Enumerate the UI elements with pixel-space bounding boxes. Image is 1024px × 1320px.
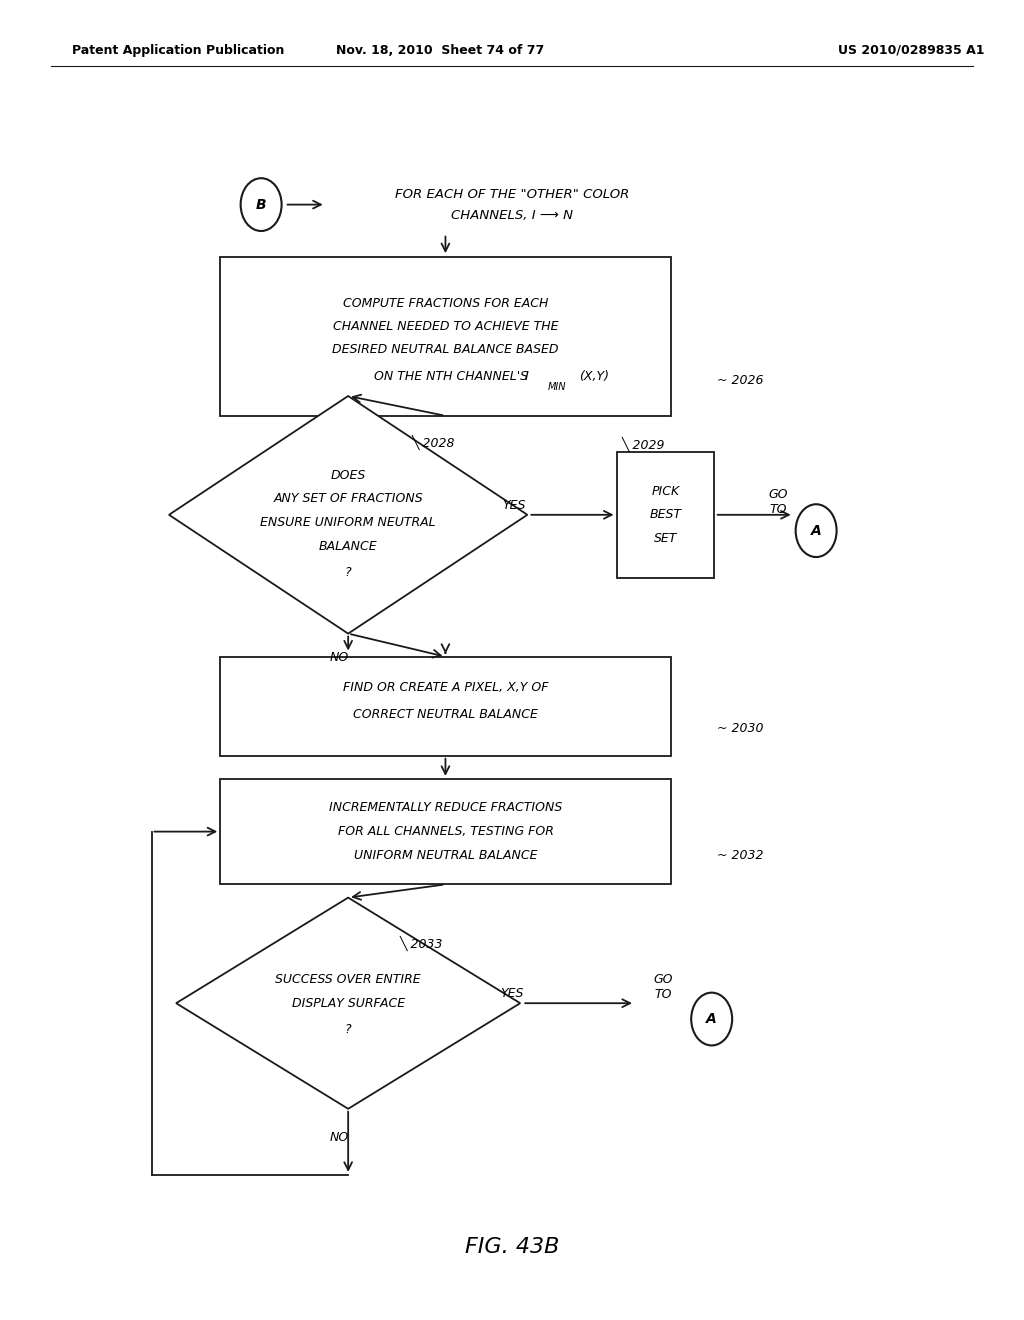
Text: FOR ALL CHANNELS, TESTING FOR: FOR ALL CHANNELS, TESTING FOR [338,825,553,838]
FancyBboxPatch shape [220,656,671,755]
Text: ╲ 2033: ╲ 2033 [399,936,442,952]
Text: CHANNEL NEEDED TO ACHIEVE THE: CHANNEL NEEDED TO ACHIEVE THE [333,319,558,333]
Circle shape [691,993,732,1045]
Text: GO
TO: GO TO [653,973,674,1002]
Text: FOR EACH OF THE "OTHER" COLOR: FOR EACH OF THE "OTHER" COLOR [395,187,629,201]
Text: BEST: BEST [649,508,682,521]
Text: DISPLAY SURFACE: DISPLAY SURFACE [292,997,404,1010]
Text: YES: YES [501,987,523,1001]
Text: A: A [811,524,821,537]
Text: COMPUTE FRACTIONS FOR EACH: COMPUTE FRACTIONS FOR EACH [343,297,548,310]
Text: Patent Application Publication: Patent Application Publication [72,44,284,57]
Text: (X,Y): (X,Y) [579,370,608,383]
Text: BALANCE: BALANCE [318,540,378,553]
Text: DOES: DOES [331,469,366,482]
FancyBboxPatch shape [220,779,671,884]
Text: INCREMENTALLY REDUCE FRACTIONS: INCREMENTALLY REDUCE FRACTIONS [329,801,562,814]
Polygon shape [176,898,520,1109]
Text: ╲ 2029: ╲ 2029 [622,437,665,453]
Text: A: A [707,1012,717,1026]
Text: ON THE NTH CHANNEL'S: ON THE NTH CHANNEL'S [374,370,531,383]
Circle shape [241,178,282,231]
Text: ?: ? [345,566,351,579]
Text: CORRECT NEUTRAL BALANCE: CORRECT NEUTRAL BALANCE [353,708,538,721]
Text: ~ 2030: ~ 2030 [717,722,763,735]
Text: US 2010/0289835 A1: US 2010/0289835 A1 [838,44,985,57]
Text: ENSURE UNIFORM NEUTRAL: ENSURE UNIFORM NEUTRAL [260,516,436,529]
Text: YES: YES [503,499,525,512]
Text: I: I [524,370,528,383]
Polygon shape [169,396,527,634]
Text: ?: ? [345,1023,351,1036]
Text: MIN: MIN [548,381,566,392]
Text: ╲ 2028: ╲ 2028 [412,434,455,450]
Text: ~ 2032: ~ 2032 [717,849,763,862]
Text: DESIRED NEUTRAL BALANCE BASED: DESIRED NEUTRAL BALANCE BASED [332,343,559,356]
Text: Nov. 18, 2010  Sheet 74 of 77: Nov. 18, 2010 Sheet 74 of 77 [336,44,545,57]
FancyBboxPatch shape [616,451,715,578]
FancyBboxPatch shape [220,257,671,416]
Text: CHANNELS, I ⟶ N: CHANNELS, I ⟶ N [451,209,573,222]
Text: FIG. 43B: FIG. 43B [465,1237,559,1258]
Text: PICK: PICK [651,484,680,498]
Text: ANY SET OF FRACTIONS: ANY SET OF FRACTIONS [273,492,423,506]
Text: NO: NO [330,1131,349,1144]
Text: UNIFORM NEUTRAL BALANCE: UNIFORM NEUTRAL BALANCE [353,849,538,862]
Text: NO: NO [330,651,349,664]
Text: ~ 2026: ~ 2026 [717,374,763,387]
Circle shape [796,504,837,557]
Text: B: B [256,198,266,211]
Text: FIND OR CREATE A PIXEL, X,Y OF: FIND OR CREATE A PIXEL, X,Y OF [343,681,548,694]
Text: SUCCESS OVER ENTIRE: SUCCESS OVER ENTIRE [275,973,421,986]
Text: SET: SET [654,532,677,545]
Text: GO
TO: GO TO [768,487,788,516]
